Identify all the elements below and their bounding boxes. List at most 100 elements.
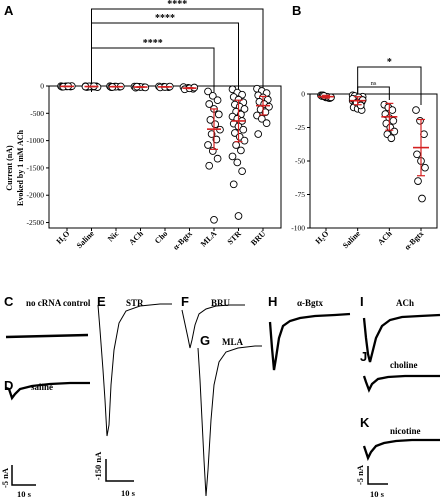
trace-saline [5,381,90,401]
scale-bar-mid [105,459,134,482]
panel-label-d: D [4,378,13,393]
y-tick-label: -100 [291,224,305,233]
x-category-label: H₂O [55,229,72,246]
trace-label-bgtx: α-Bgtx [297,298,324,308]
data-point [208,147,217,155]
data-point [413,150,421,159]
significance-bracket [357,86,390,100]
trace-label-ach: ACh [396,298,414,308]
significance-label: ns [371,80,377,87]
trace-choline [362,374,440,393]
data-point [240,105,249,113]
data-point [420,130,428,139]
data-point [238,167,246,176]
data-point [390,127,399,136]
trace-label-bru: BRU [211,298,231,308]
data-point [356,101,365,110]
trace-label-saline: saline [31,382,53,392]
x-category-label: Saline [75,229,96,250]
significance-label: **** [155,13,175,24]
panel-b-chart: 0 -25 -50 -75 -100 H₂O Saline ACh α-Bgtx * ns [291,57,438,252]
trace-bgtx [268,312,351,371]
data-point [421,163,429,172]
significance-label: **** [143,38,163,49]
data-point [204,141,212,149]
data-point [414,177,422,185]
current-traces: no cRNA control saline STR BRU MLA α-Bgt… [0,298,441,499]
trace-control [5,333,89,339]
data-point [261,108,270,117]
y-tick-label: -2500 [27,218,45,227]
panel-label-g: G [200,333,210,348]
significance-bracket [91,22,239,92]
significance-bracket [357,66,422,105]
x-category-label: α-Bgtx [403,229,426,252]
y-tick-label: -25 [295,123,305,132]
scale-bar-mid-amp: -150 nA [93,451,103,480]
data-point [239,125,248,134]
y-tick-label: -75 [295,190,305,199]
data-point [234,212,243,220]
data-point [205,161,214,170]
y-tick-label: -1000 [27,136,45,145]
data-point [237,146,245,155]
data-point [205,100,214,108]
data-point [387,134,396,143]
data-point [213,154,222,163]
scale-bar-left-time: 10 s [17,489,32,499]
panel-label-f: F [181,294,189,309]
data-point [388,106,397,114]
x-category-label: Nic [106,229,121,244]
data-point [412,106,420,114]
panel-label-c: C [4,294,14,309]
data-point [416,116,424,125]
scale-bar-left [11,465,36,486]
y-tick-label: -50 [295,157,305,166]
significance-label: * [387,57,392,68]
data-point [204,87,212,96]
significance-bracket [91,8,264,92]
data-point [262,119,271,127]
scale-bar-mid-time: 10 s [121,488,136,498]
trace-mla [197,345,262,497]
trace-label-nicotine: nicotine [390,426,421,436]
panel-label-e: E [97,294,106,309]
scale-bar-right-time: 10 s [370,489,385,499]
x-category-label: H₂O [314,229,331,246]
trace-bru [181,304,245,349]
y-tick-label: 0 [301,90,305,99]
data-point [240,136,249,145]
y-tick-label: -2000 [27,191,45,200]
data-point [213,96,222,105]
x-category-label: ACh [127,229,145,247]
data-point [212,135,221,144]
data-point [228,152,237,161]
trace-nicotine [362,438,440,461]
trace-ach [362,313,441,363]
y-tick-label: -1500 [27,163,45,172]
scale-bar-right-amp: -5 nA [355,464,365,485]
data-point [207,130,216,138]
x-category-label: Cho [153,229,169,245]
x-category-label: STR [226,229,244,247]
x-category-label: ACh [376,229,394,247]
trace-label-control: no cRNA control [26,298,91,308]
panel-a-chart: Current (nA) Evoked by 1 mM ACh 0 -500 -10… [5,0,282,252]
data-point [211,120,220,129]
x-category-label: MLA [199,229,219,249]
trace-label-str: STR [126,298,144,308]
panel-label-i: I [360,294,364,309]
significance-bracket [91,47,215,92]
significance-label: **** [167,0,187,10]
data-point [233,158,242,167]
data-point [208,91,217,100]
trace-str [97,303,172,437]
x-category-label: Saline [341,229,362,250]
trace-label-choline: choline [390,360,418,370]
scale-bar-left-amp: -5 nA [0,467,10,488]
panel-label-h: H [268,294,277,309]
data-point [232,141,240,149]
x-category-label: BRU [249,229,267,247]
panel-a-ylabel: Current (nA) [5,145,14,191]
